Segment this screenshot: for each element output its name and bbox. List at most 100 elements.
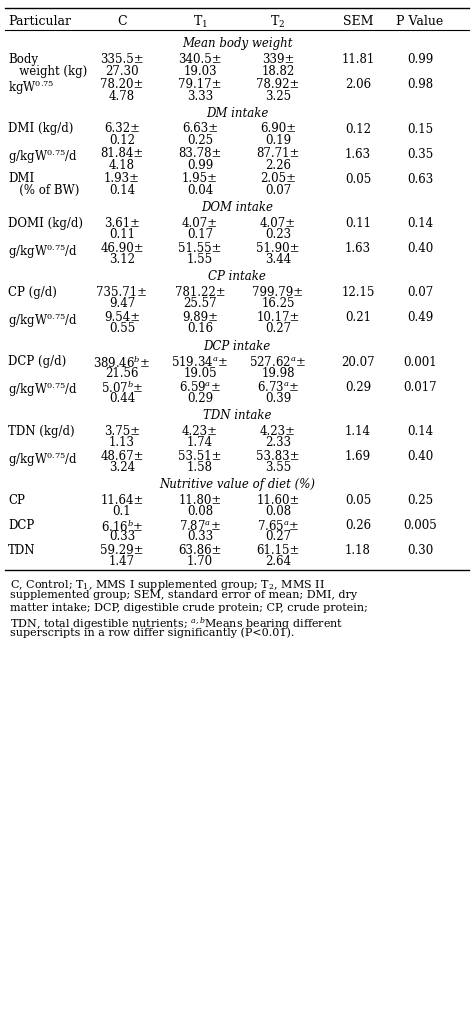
Text: 0.19: 0.19 xyxy=(265,134,291,146)
Text: 0.26: 0.26 xyxy=(345,519,371,532)
Text: 0.99: 0.99 xyxy=(407,54,433,67)
Text: 9.54±: 9.54± xyxy=(104,311,140,324)
Text: P Value: P Value xyxy=(396,15,444,28)
Text: 1.63: 1.63 xyxy=(345,242,371,256)
Text: 335.5±: 335.5± xyxy=(100,53,144,66)
Text: 0.17: 0.17 xyxy=(187,228,213,241)
Text: DCP: DCP xyxy=(8,519,34,532)
Text: matter intake; DCP, digestible crude protein; CP, crude protein;: matter intake; DCP, digestible crude pro… xyxy=(10,603,368,613)
Text: 0.005: 0.005 xyxy=(403,519,437,532)
Text: 7.65$^a$±: 7.65$^a$± xyxy=(257,519,299,533)
Text: 1.47: 1.47 xyxy=(109,556,135,569)
Text: 0.63: 0.63 xyxy=(407,173,433,186)
Text: 11.64±: 11.64± xyxy=(100,494,144,507)
Text: 11.60±: 11.60± xyxy=(256,494,300,507)
Text: 4.18: 4.18 xyxy=(109,159,135,172)
Text: CP intake: CP intake xyxy=(208,271,266,284)
Text: (% of BW): (% of BW) xyxy=(8,184,79,197)
Text: 799.79±: 799.79± xyxy=(253,286,303,299)
Text: 27.30: 27.30 xyxy=(105,65,139,78)
Text: 0.017: 0.017 xyxy=(403,381,437,394)
Text: CP: CP xyxy=(8,494,25,507)
Text: 0.27: 0.27 xyxy=(265,530,291,543)
Text: g/kgW$^{0.75}$/d: g/kgW$^{0.75}$/d xyxy=(8,241,78,261)
Text: 0.05: 0.05 xyxy=(345,494,371,507)
Text: 1.58: 1.58 xyxy=(187,462,213,474)
Text: 3.33: 3.33 xyxy=(187,90,213,103)
Text: 10.17±: 10.17± xyxy=(256,311,300,324)
Text: 0.23: 0.23 xyxy=(265,228,291,241)
Text: DOM intake: DOM intake xyxy=(201,201,273,214)
Text: 6.63±: 6.63± xyxy=(182,122,218,135)
Text: 0.55: 0.55 xyxy=(109,322,135,335)
Text: 3.25: 3.25 xyxy=(265,90,291,103)
Text: Particular: Particular xyxy=(8,15,71,28)
Text: T$_1$: T$_1$ xyxy=(192,13,208,29)
Text: 2.33: 2.33 xyxy=(265,436,291,449)
Text: DCP (g/d): DCP (g/d) xyxy=(8,356,66,369)
Text: 4.07±: 4.07± xyxy=(260,217,296,229)
Text: 1.93±: 1.93± xyxy=(104,173,140,186)
Text: 6.59$^a$±: 6.59$^a$± xyxy=(179,381,221,394)
Text: T$_2$: T$_2$ xyxy=(270,13,286,29)
Text: 12.15: 12.15 xyxy=(341,287,374,299)
Text: 0.30: 0.30 xyxy=(407,544,433,558)
Text: g/kgW$^{0.75}$/d: g/kgW$^{0.75}$/d xyxy=(8,147,78,167)
Text: 9.89±: 9.89± xyxy=(182,311,218,324)
Text: 1.14: 1.14 xyxy=(345,425,371,438)
Text: 1.18: 1.18 xyxy=(345,544,371,558)
Text: 339±: 339± xyxy=(262,53,294,66)
Text: 0.07: 0.07 xyxy=(407,287,433,299)
Text: 6.73$^a$±: 6.73$^a$± xyxy=(257,381,299,394)
Text: 6.16$^b$±: 6.16$^b$± xyxy=(101,519,143,535)
Text: 3.55: 3.55 xyxy=(265,462,291,474)
Text: 0.1: 0.1 xyxy=(113,505,131,518)
Text: 340.5±: 340.5± xyxy=(178,53,222,66)
Text: 0.21: 0.21 xyxy=(345,311,371,324)
Text: 21.56: 21.56 xyxy=(105,367,139,380)
Text: DM intake: DM intake xyxy=(206,107,268,120)
Text: 0.04: 0.04 xyxy=(187,184,213,197)
Text: 0.49: 0.49 xyxy=(407,311,433,324)
Text: 0.07: 0.07 xyxy=(265,184,291,197)
Text: 3.44: 3.44 xyxy=(265,254,291,267)
Text: 19.98: 19.98 xyxy=(261,367,295,380)
Text: 6.90±: 6.90± xyxy=(260,122,296,135)
Text: Nutritive value of diet (%): Nutritive value of diet (%) xyxy=(159,479,315,491)
Text: 0.44: 0.44 xyxy=(109,392,135,405)
Text: 0.08: 0.08 xyxy=(265,505,291,518)
Text: 1.70: 1.70 xyxy=(187,556,213,569)
Text: 0.40: 0.40 xyxy=(407,242,433,256)
Text: 83.78±: 83.78± xyxy=(178,147,222,161)
Text: 0.25: 0.25 xyxy=(407,494,433,507)
Text: 2.06: 2.06 xyxy=(345,79,371,92)
Text: Body: Body xyxy=(8,53,38,66)
Text: TDN, total digestible nutrients; $^{a,b}$Means bearing different: TDN, total digestible nutrients; $^{a,b}… xyxy=(10,615,343,632)
Text: 53.51±: 53.51± xyxy=(178,449,222,463)
Text: 0.05: 0.05 xyxy=(345,173,371,186)
Text: 0.12: 0.12 xyxy=(109,134,135,146)
Text: 3.12: 3.12 xyxy=(109,254,135,267)
Text: 6.32±: 6.32± xyxy=(104,122,140,135)
Text: 59.29±: 59.29± xyxy=(100,544,144,557)
Text: 11.80±: 11.80± xyxy=(178,494,222,507)
Text: 519.34$^a$±: 519.34$^a$± xyxy=(172,356,228,370)
Text: g/kgW$^{0.75}$/d: g/kgW$^{0.75}$/d xyxy=(8,381,78,399)
Text: 7.87$^a$±: 7.87$^a$± xyxy=(179,519,221,533)
Text: 0.98: 0.98 xyxy=(407,79,433,92)
Text: CP (g/d): CP (g/d) xyxy=(8,286,57,299)
Text: 0.40: 0.40 xyxy=(407,450,433,463)
Text: 1.74: 1.74 xyxy=(187,436,213,449)
Text: C: C xyxy=(117,15,127,28)
Text: DOMI (kg/d): DOMI (kg/d) xyxy=(8,217,83,229)
Text: 1.55: 1.55 xyxy=(187,254,213,267)
Text: 527.62$^a$±: 527.62$^a$± xyxy=(249,356,307,370)
Text: TDN intake: TDN intake xyxy=(203,409,271,422)
Text: kgW$^{0.75}$: kgW$^{0.75}$ xyxy=(8,78,55,97)
Text: superscripts in a row differ significantly (P<0.01).: superscripts in a row differ significant… xyxy=(10,628,294,638)
Text: 781.22±: 781.22± xyxy=(175,286,225,299)
Text: 3.61±: 3.61± xyxy=(104,217,140,229)
Text: C, Control; T$_1$, MMS I supplemented group; T$_2$, MMS II: C, Control; T$_1$, MMS I supplemented gr… xyxy=(10,578,325,592)
Text: 0.29: 0.29 xyxy=(187,392,213,405)
Text: 2.26: 2.26 xyxy=(265,159,291,172)
